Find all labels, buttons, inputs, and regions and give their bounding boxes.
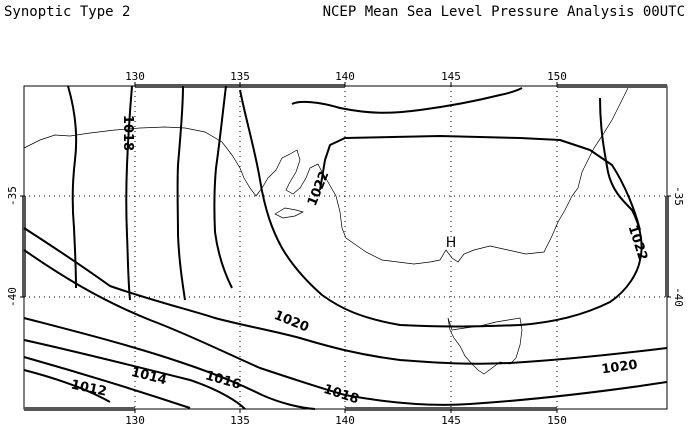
lat-lon-grid — [24, 86, 667, 409]
contour-label-1014: 1014 — [129, 365, 168, 388]
isobar-1020 — [23, 227, 668, 365]
contour-label-1016: 1016 — [204, 368, 243, 392]
lat-tick-right-35: -35 — [672, 186, 685, 206]
isobar-1012-b — [23, 369, 111, 403]
high-pressure-marker: H — [446, 235, 457, 251]
lon-tick-bottom-145: 145 — [441, 414, 461, 427]
lon-tick-bottom-150: 150 — [547, 414, 567, 427]
isobar-1014 — [23, 339, 246, 410]
lat-tick-left-40: -40 — [6, 287, 19, 307]
isobar-col-2 — [125, 85, 133, 301]
contour-label-1020-west: 1020 — [272, 308, 311, 335]
isobar-1022-outer — [239, 89, 643, 328]
lon-tick-bottom-135: 135 — [230, 414, 250, 427]
lon-tick-top-150: 150 — [547, 70, 567, 83]
isobar-col-3 — [176, 85, 186, 301]
isobars — [23, 85, 668, 410]
isobar-1012-a — [23, 356, 191, 409]
lat-tick-left-35: -35 — [6, 186, 19, 206]
axis-ticks — [20, 82, 671, 413]
lon-tick-top-140: 140 — [335, 70, 355, 83]
isobar-1022-inner — [291, 87, 523, 114]
isobar-1018 — [23, 249, 668, 406]
contour-label-1012: 1012 — [69, 377, 108, 399]
contour-label-1020-east: 1020 — [601, 358, 639, 378]
contour-label-1022-east: 1022 — [625, 223, 650, 262]
map-title-right: NCEP Mean Sea Level Pressure Analysis 00… — [322, 4, 685, 20]
contour-label-1018-south: 1018 — [322, 382, 361, 407]
lon-tick-bottom-140: 140 — [335, 414, 355, 427]
contour-label-1018-west: 1018 — [120, 115, 135, 151]
lon-tick-top-145: 145 — [441, 70, 461, 83]
lat-tick-right-40: -40 — [672, 287, 685, 307]
lon-tick-top-135: 135 — [230, 70, 250, 83]
isobar-col-4 — [213, 85, 233, 289]
lon-tick-bottom-130: 130 — [125, 414, 145, 427]
lon-tick-top-130: 130 — [125, 70, 145, 83]
map-title-left: Synoptic Type 2 — [4, 4, 131, 20]
isobar-1022-h — [319, 135, 641, 231]
coastline — [23, 87, 629, 375]
isobar-1018-west — [67, 85, 78, 289]
contour-label-1022-west: 1022 — [305, 169, 332, 208]
isobar-1016 — [23, 317, 316, 410]
